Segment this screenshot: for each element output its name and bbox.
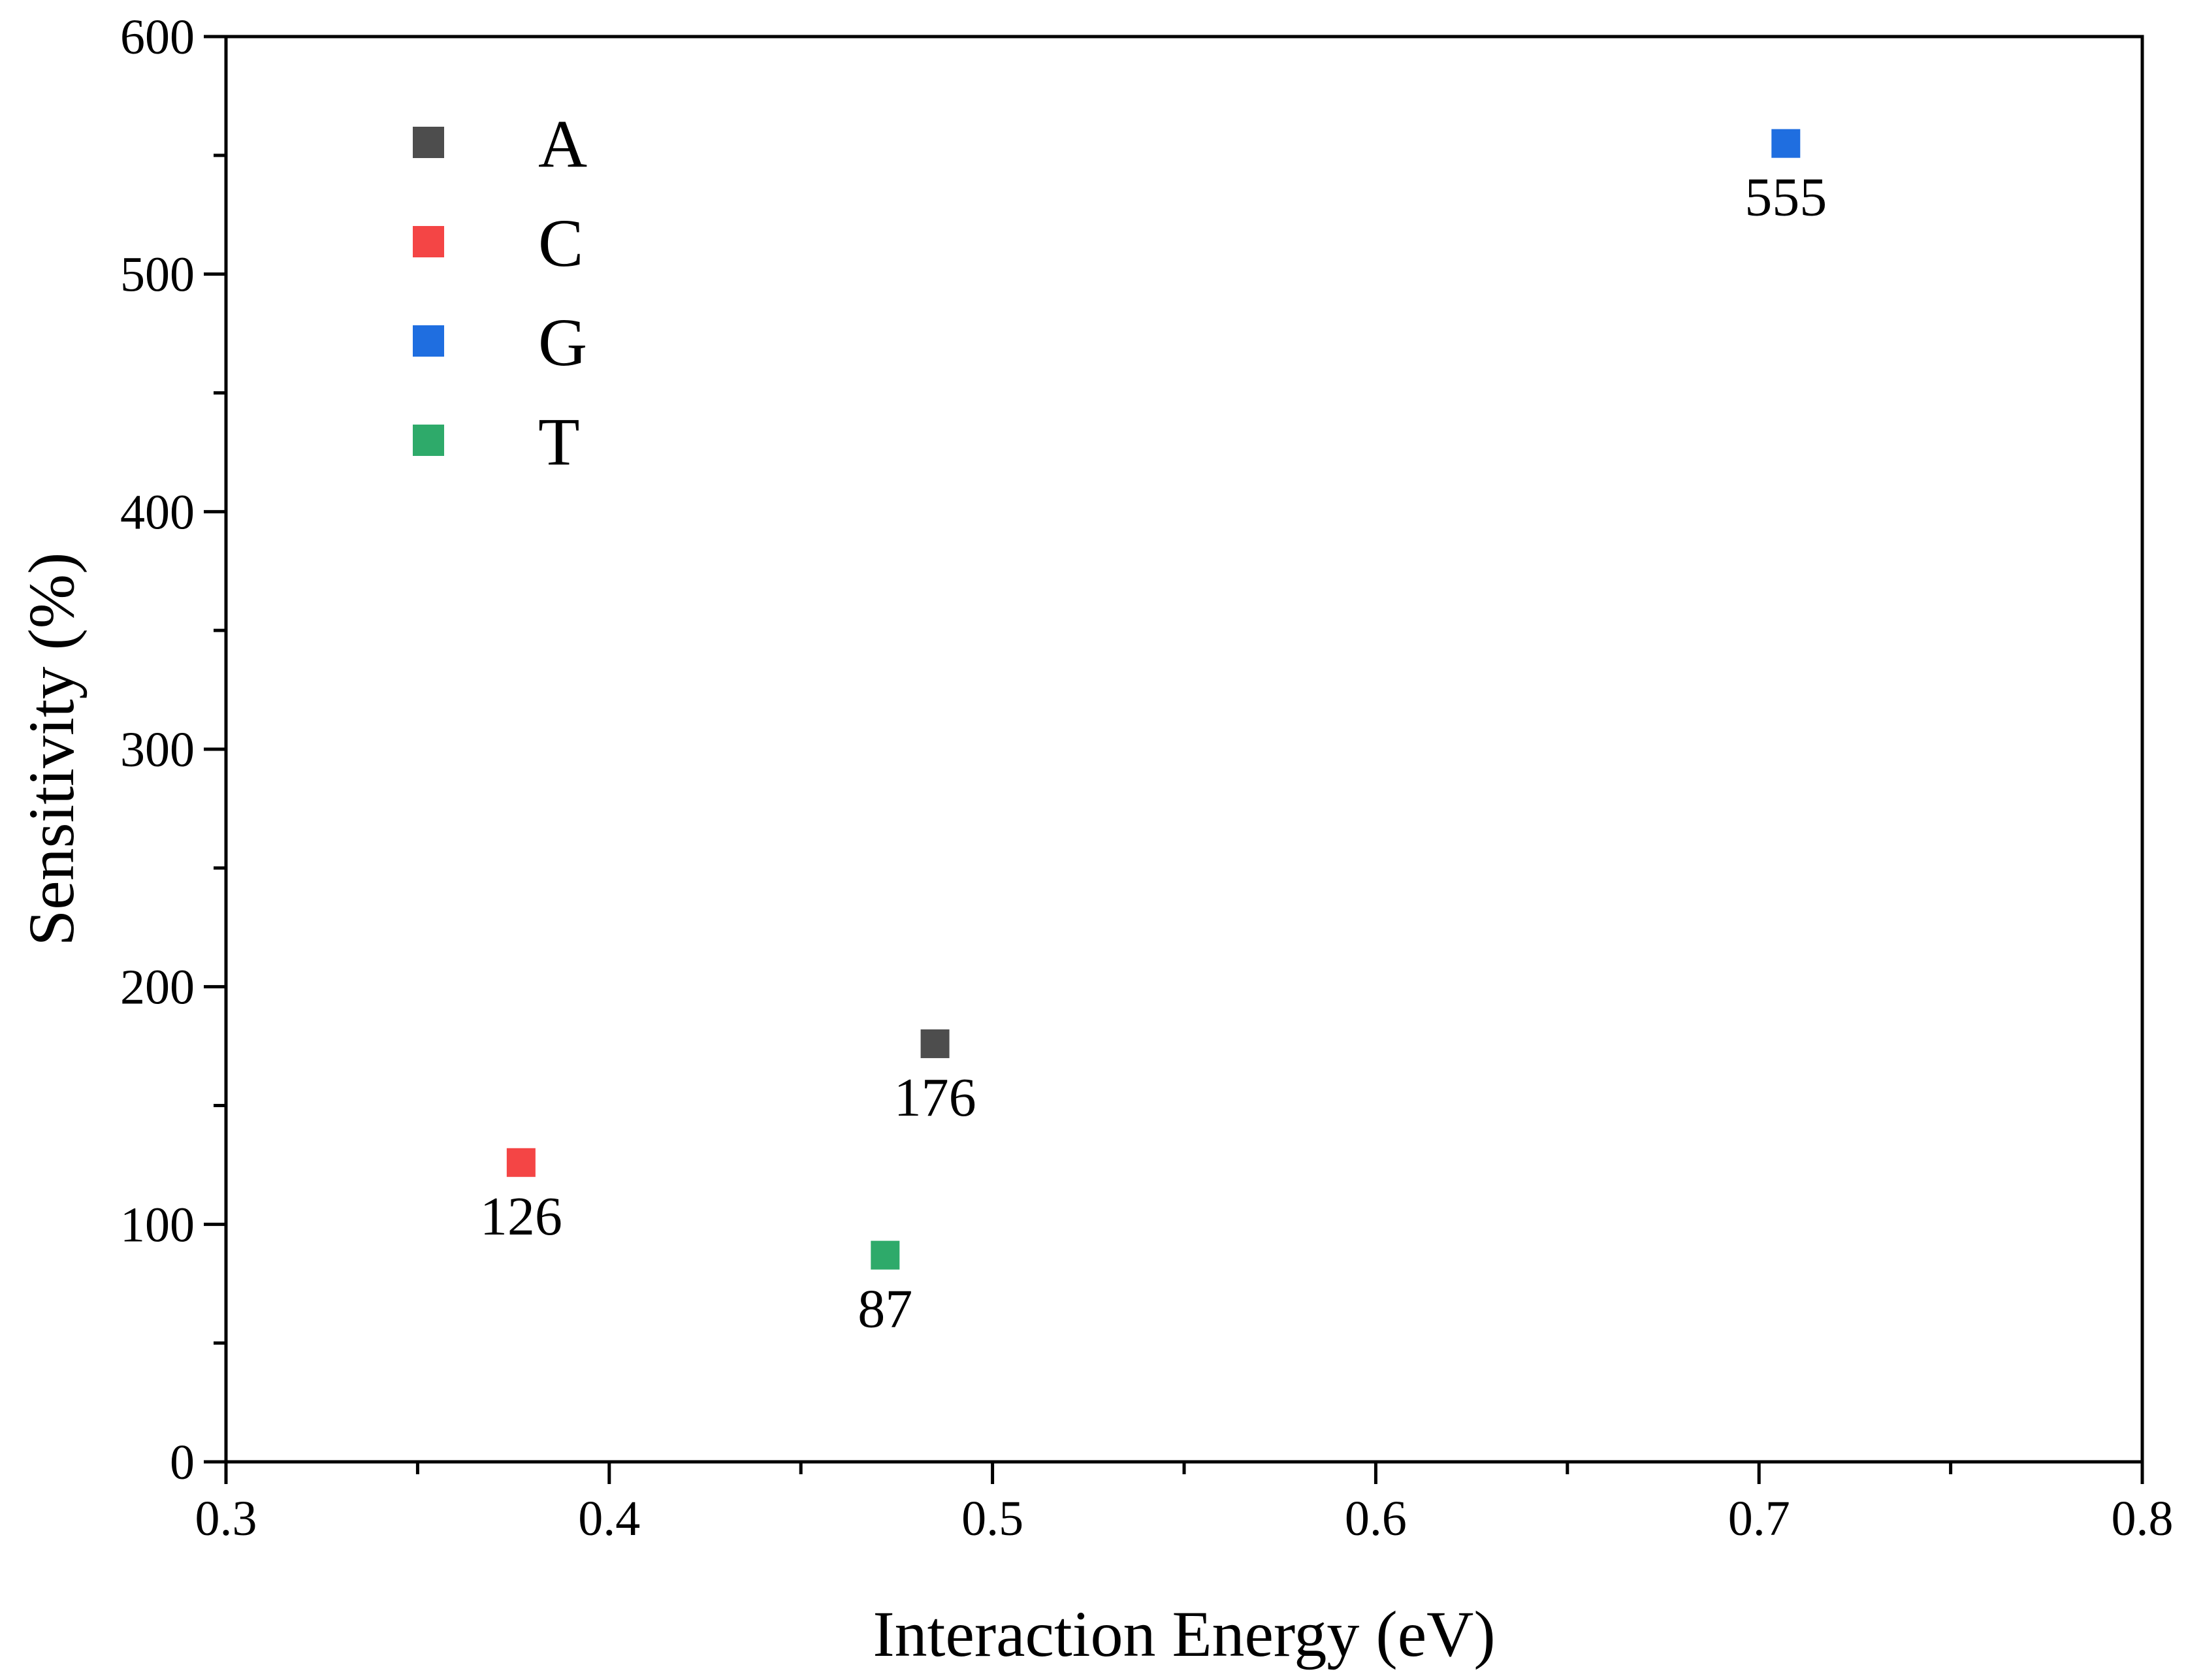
legend-label-c: C — [538, 206, 583, 281]
x-tick-label: 0.3 — [195, 1491, 257, 1546]
data-points: 176 126 555 87 — [480, 129, 1827, 1340]
y-tick-label: 200 — [120, 960, 195, 1015]
legend-label-t: T — [538, 404, 580, 479]
x-tick-label: 0.8 — [2112, 1491, 2174, 1546]
data-label-t: 87 — [858, 1279, 912, 1340]
legend-marker-g — [413, 325, 444, 357]
y-tick-label: 600 — [120, 10, 195, 65]
x-tick-label: 0.5 — [961, 1491, 1023, 1546]
legend-label-g: G — [538, 305, 587, 380]
y-tick-label: 300 — [120, 722, 195, 777]
y-tick-label: 100 — [120, 1197, 195, 1252]
plot-frame — [224, 35, 2144, 1464]
legend-marker-c — [413, 226, 444, 257]
data-label-c: 126 — [480, 1186, 562, 1247]
x-tick-label: 0.7 — [1728, 1491, 1790, 1546]
y-axis-ticks — [204, 35, 226, 1464]
data-label-g: 555 — [1745, 167, 1827, 228]
x-tick-label: 0.4 — [578, 1491, 640, 1546]
data-point-c — [506, 1148, 536, 1177]
x-axis-ticks — [224, 1462, 2144, 1484]
legend-label-a: A — [538, 106, 587, 182]
data-label-a: 176 — [894, 1067, 976, 1128]
data-point-t — [871, 1240, 900, 1270]
y-axis-title: Sensitivity (%) — [15, 553, 88, 946]
x-axis-tick-labels: 0.3 0.4 0.5 0.6 0.7 0.8 — [195, 1491, 2174, 1546]
data-point-g — [1771, 129, 1801, 158]
legend-marker-a — [413, 127, 444, 158]
y-tick-label: 500 — [120, 248, 195, 302]
y-tick-label: 0 — [170, 1435, 195, 1490]
y-axis-tick-labels: 0 100 200 300 400 500 600 — [120, 10, 195, 1490]
y-tick-label: 400 — [120, 485, 195, 540]
x-tick-label: 0.6 — [1345, 1491, 1407, 1546]
x-axis-title: Interaction Energy (eV) — [873, 1598, 1495, 1670]
legend-marker-t — [413, 425, 444, 456]
data-point-a — [920, 1029, 950, 1058]
